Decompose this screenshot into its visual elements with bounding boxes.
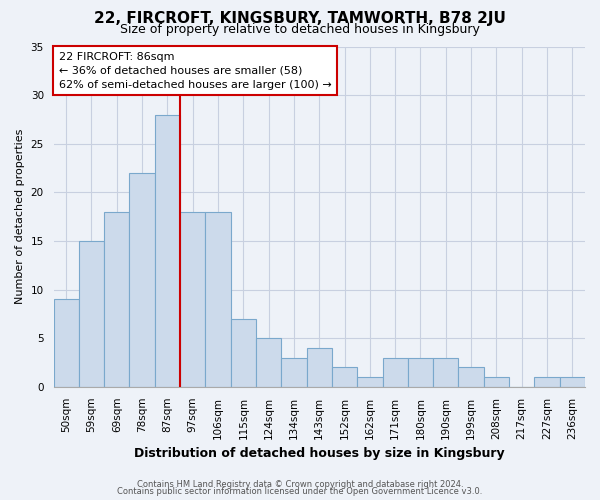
Bar bbox=[53, 300, 79, 387]
Bar bbox=[357, 377, 383, 387]
Text: 22 FIRCROFT: 86sqm
← 36% of detached houses are smaller (58)
62% of semi-detache: 22 FIRCROFT: 86sqm ← 36% of detached hou… bbox=[59, 52, 332, 90]
Bar bbox=[433, 358, 458, 387]
Text: Contains HM Land Registry data © Crown copyright and database right 2024.: Contains HM Land Registry data © Crown c… bbox=[137, 480, 463, 489]
Bar bbox=[560, 377, 585, 387]
Bar bbox=[104, 212, 130, 387]
Bar bbox=[458, 368, 484, 387]
Bar bbox=[383, 358, 408, 387]
Bar bbox=[256, 338, 281, 387]
Bar bbox=[130, 173, 155, 387]
Text: Contains public sector information licensed under the Open Government Licence v3: Contains public sector information licen… bbox=[118, 488, 482, 496]
Bar bbox=[155, 114, 180, 387]
Text: Size of property relative to detached houses in Kingsbury: Size of property relative to detached ho… bbox=[120, 22, 480, 36]
Bar bbox=[281, 358, 307, 387]
Bar bbox=[535, 377, 560, 387]
Bar bbox=[307, 348, 332, 387]
Bar bbox=[332, 368, 357, 387]
Bar bbox=[205, 212, 230, 387]
Bar bbox=[79, 241, 104, 387]
Bar bbox=[408, 358, 433, 387]
Bar bbox=[230, 319, 256, 387]
X-axis label: Distribution of detached houses by size in Kingsbury: Distribution of detached houses by size … bbox=[134, 447, 505, 460]
Bar bbox=[180, 212, 205, 387]
Text: 22, FIRCROFT, KINGSBURY, TAMWORTH, B78 2JU: 22, FIRCROFT, KINGSBURY, TAMWORTH, B78 2… bbox=[94, 12, 506, 26]
Y-axis label: Number of detached properties: Number of detached properties bbox=[15, 129, 25, 304]
Bar bbox=[484, 377, 509, 387]
